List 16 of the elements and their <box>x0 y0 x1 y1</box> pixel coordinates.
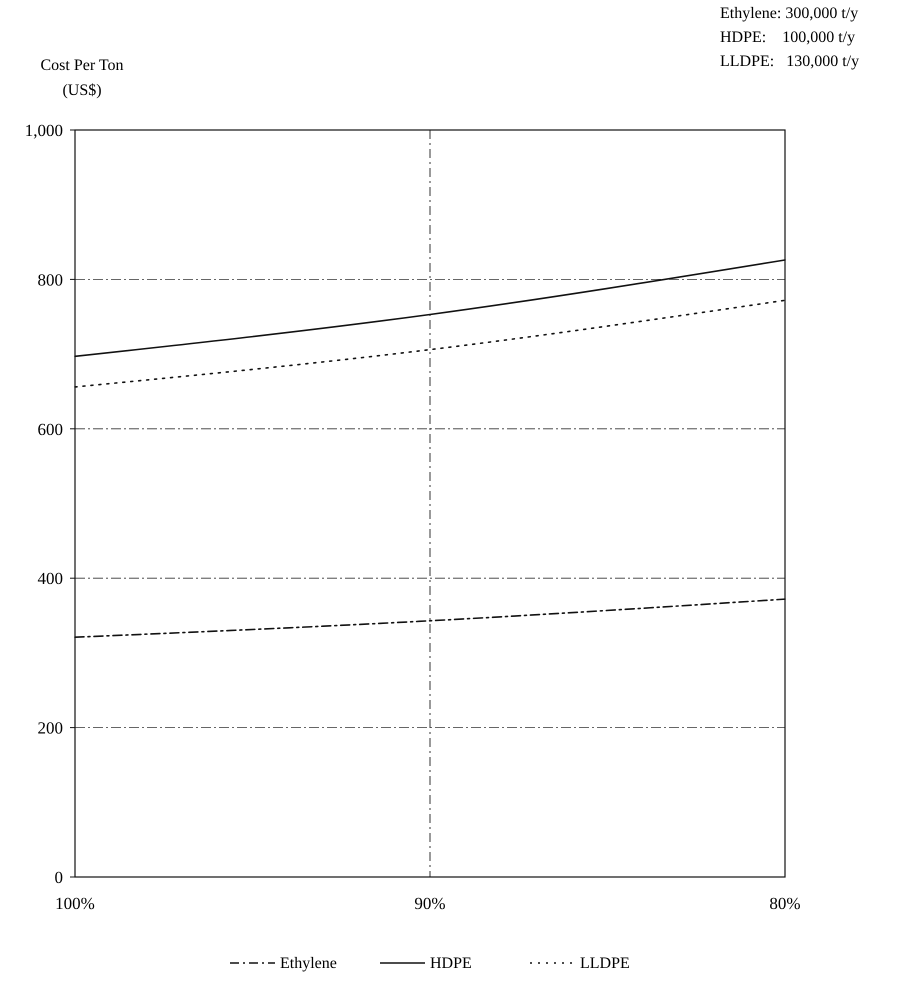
legend-label: HDPE <box>430 955 472 972</box>
y-tick-label: 1,000 <box>24 120 63 140</box>
x-tick-label: 90% <box>414 894 446 913</box>
y-tick-label: 200 <box>38 718 63 738</box>
text: HDPE: 100,000 t/y <box>720 29 856 46</box>
text: Ethylene: 300,000 t/y <box>720 5 858 22</box>
legend-label: Ethylene <box>280 955 337 972</box>
y-tick-label: 400 <box>38 569 63 588</box>
text: LLDPE: 130,000 t/y <box>720 53 860 70</box>
x-tick-label: 100% <box>55 894 95 913</box>
y-tick-label: 0 <box>54 868 63 887</box>
x-tick-label: 80% <box>769 894 801 913</box>
legend-label: LLDPE <box>580 955 630 972</box>
y-tick-label: 600 <box>38 420 63 439</box>
y-axis-title: Cost Per Ton (US$) <box>40 57 124 99</box>
y-tick-label: 800 <box>38 270 63 290</box>
